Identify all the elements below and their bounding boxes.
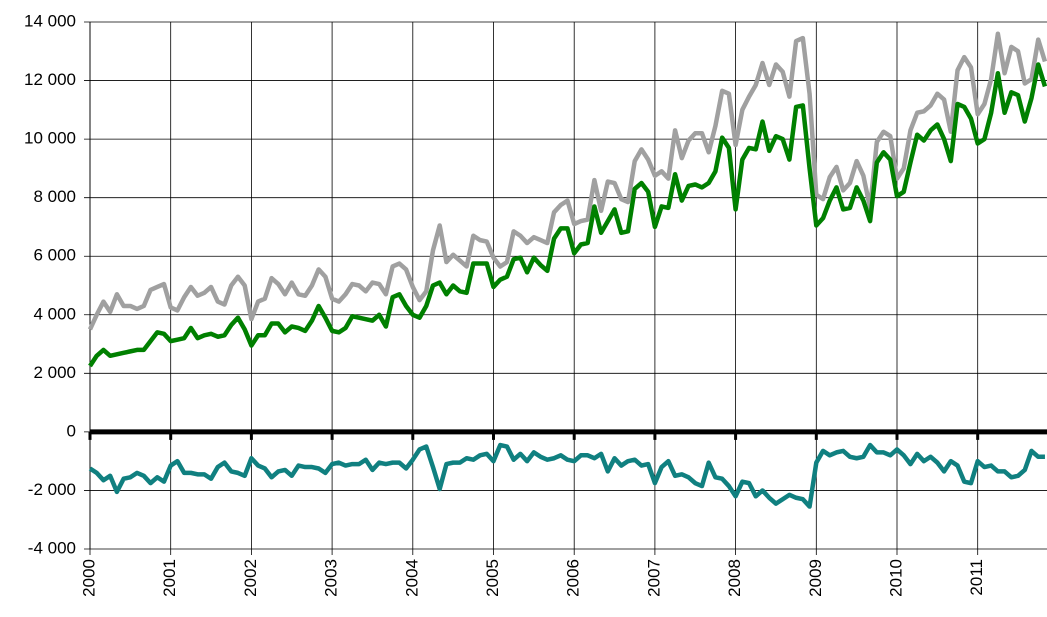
x-tick-label: 2002 — [241, 559, 260, 597]
x-tick-label: 2009 — [806, 559, 825, 597]
x-tick-label: 2008 — [725, 559, 744, 597]
y-tick-label: 8 000 — [33, 187, 76, 206]
series-line — [88, 442, 1045, 509]
series-line — [88, 62, 1047, 368]
x-tick-label: 2005 — [483, 559, 502, 597]
y-tick-label: -4 000 — [28, 538, 76, 557]
x-tick-label: 2010 — [886, 559, 905, 597]
y-tick-label: 12 000 — [24, 70, 76, 89]
x-tick-label: 2007 — [644, 559, 663, 597]
y-tick-label: 6 000 — [33, 246, 76, 265]
x-tick-label: 2003 — [322, 559, 341, 597]
y-tick-label: 4 000 — [33, 304, 76, 323]
x-tick-label: 2004 — [402, 559, 421, 597]
y-tick-label: -2 000 — [28, 480, 76, 499]
y-tick-label: 2 000 — [33, 363, 76, 382]
x-tick-label: 2000 — [79, 559, 98, 597]
x-tick-label: 2001 — [160, 559, 179, 597]
x-tick-label: 2011 — [967, 559, 986, 596]
y-tick-label: 10 000 — [24, 129, 76, 148]
x-tick-label: 2006 — [564, 559, 583, 597]
y-tick-label: 14 000 — [24, 11, 76, 30]
series-line — [87, 31, 1047, 331]
y-tick-label: 0 — [67, 421, 76, 440]
